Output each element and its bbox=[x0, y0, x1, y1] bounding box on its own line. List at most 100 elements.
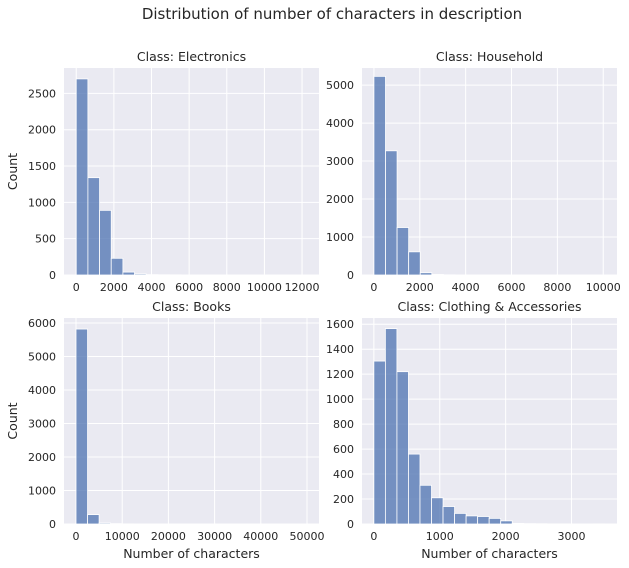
histogram-bar bbox=[511, 522, 525, 525]
y-tick-label: 1000 bbox=[326, 393, 354, 406]
histogram-bar bbox=[466, 274, 479, 276]
histogram-bar bbox=[419, 272, 433, 276]
y-tick-label: 0 bbox=[347, 269, 354, 282]
histogram-bar bbox=[396, 371, 409, 525]
histogram-bar bbox=[488, 517, 502, 525]
histogram-bar bbox=[593, 274, 606, 276]
histogram-bar bbox=[121, 523, 135, 525]
histogram-bar bbox=[408, 251, 421, 276]
y-tick-label: 0 bbox=[347, 518, 354, 531]
x-tick-label: 0 bbox=[73, 530, 80, 543]
y-tick-label: 800 bbox=[333, 418, 354, 431]
histogram-bar bbox=[534, 523, 548, 525]
x-tick-label: 40000 bbox=[243, 530, 278, 543]
x-axis-label: Number of characters bbox=[421, 546, 558, 561]
histogram-bar bbox=[454, 512, 467, 525]
histogram-bar bbox=[454, 274, 467, 276]
histogram-bar bbox=[431, 497, 444, 525]
histogram-bar bbox=[75, 78, 89, 276]
y-axis-label: Count bbox=[5, 153, 20, 190]
x-tick-label: 8000 bbox=[543, 281, 571, 294]
x-tick-label: 8000 bbox=[213, 281, 241, 294]
histogram-bar bbox=[396, 227, 410, 276]
histogram-bar bbox=[373, 360, 386, 525]
histogram-bar bbox=[98, 522, 112, 525]
histogram-bar bbox=[489, 274, 502, 276]
histogram-bar bbox=[87, 514, 100, 525]
y-tick-label: 6000 bbox=[28, 317, 56, 330]
histogram-bar bbox=[408, 453, 421, 525]
y-tick-label: 3000 bbox=[326, 155, 354, 168]
histogram-bar bbox=[557, 523, 571, 525]
x-tick-label: 0 bbox=[370, 281, 377, 294]
x-tick-label: 20000 bbox=[151, 530, 186, 543]
histogram-bar bbox=[431, 274, 444, 276]
y-tick-label: 1000 bbox=[326, 231, 354, 244]
panel-electronics: 0 2000 4000 6000 8000 10000 12000 0 500 1000 1500 2… bbox=[5, 49, 320, 294]
x-tick-label: 50000 bbox=[289, 530, 324, 543]
histogram-bar bbox=[180, 274, 194, 276]
x-tick-label: 4000 bbox=[452, 281, 480, 294]
histogram-bar bbox=[122, 271, 135, 276]
panel-books: 0 10000 20000 30000 40000 50000 0 1000 2000 3000 4… bbox=[5, 299, 324, 561]
x-tick-label: 1000 bbox=[426, 530, 454, 543]
histogram-bar bbox=[385, 150, 398, 276]
histogram-bar bbox=[443, 274, 456, 276]
histogram-bar bbox=[157, 274, 170, 276]
histogram-bar bbox=[87, 177, 100, 276]
y-tick-label: 0 bbox=[49, 269, 56, 282]
y-tick-label: 4000 bbox=[28, 384, 56, 397]
panel-title: Class: Clothing & Accessories bbox=[397, 299, 581, 314]
y-tick-label: 0 bbox=[49, 518, 56, 531]
figure-title: Distribution of number of characters in … bbox=[142, 5, 522, 23]
x-tick-label: 12000 bbox=[285, 281, 320, 294]
panel-title: Class: Household bbox=[436, 49, 543, 64]
y-tick-label: 4000 bbox=[326, 117, 354, 130]
histogram-bar bbox=[110, 523, 123, 525]
histogram-bar bbox=[134, 273, 147, 276]
histogram-bar bbox=[477, 274, 491, 276]
histogram-bar bbox=[419, 484, 432, 525]
histogram-bar bbox=[500, 520, 513, 525]
histogram-bar bbox=[110, 257, 124, 276]
y-tick-label: 1500 bbox=[28, 160, 56, 173]
x-tick-label: 6000 bbox=[175, 281, 203, 294]
y-tick-label: 200 bbox=[333, 493, 354, 506]
y-tick-label: 2000 bbox=[326, 193, 354, 206]
plot-area bbox=[64, 318, 319, 524]
y-tick-label: 2000 bbox=[28, 451, 56, 464]
y-tick-label: 1000 bbox=[28, 485, 56, 498]
panel-household: 0 2000 4000 6000 8000 10000 0 1000 2000 3000 4000 5… bbox=[326, 49, 621, 294]
y-tick-label: 3000 bbox=[28, 418, 56, 431]
x-tick-label: 4000 bbox=[138, 281, 166, 294]
histogram-bar bbox=[169, 274, 182, 276]
x-tick-label: 10000 bbox=[105, 530, 140, 543]
histogram-bar bbox=[442, 506, 455, 525]
histogram-bar bbox=[156, 523, 169, 525]
x-tick-label: 2000 bbox=[406, 281, 434, 294]
x-tick-label: 10000 bbox=[247, 281, 282, 294]
x-tick-label: 2000 bbox=[100, 281, 128, 294]
histogram-bar bbox=[192, 274, 205, 276]
histogram-bar bbox=[144, 523, 158, 525]
histogram-bar bbox=[546, 523, 559, 525]
histogram-bar bbox=[297, 274, 310, 276]
histogram-bar bbox=[477, 516, 490, 525]
panel-title: Class: Books bbox=[152, 299, 231, 314]
y-tick-label: 1600 bbox=[326, 318, 354, 331]
y-tick-label: 400 bbox=[333, 468, 354, 481]
x-axis-label: Number of characters bbox=[123, 546, 260, 561]
histogram-bar bbox=[523, 523, 536, 525]
histogram-bar bbox=[75, 328, 88, 525]
panel-title: Class: Electronics bbox=[137, 49, 246, 64]
x-tick-label: 0 bbox=[370, 530, 377, 543]
x-tick-label: 6000 bbox=[498, 281, 526, 294]
y-tick-label: 1400 bbox=[326, 343, 354, 356]
histogram-bar bbox=[373, 75, 386, 276]
histogram-bar bbox=[465, 515, 479, 525]
y-tick-label: 2500 bbox=[28, 87, 56, 100]
y-tick-label: 2000 bbox=[28, 124, 56, 137]
histogram-bar bbox=[592, 523, 605, 525]
